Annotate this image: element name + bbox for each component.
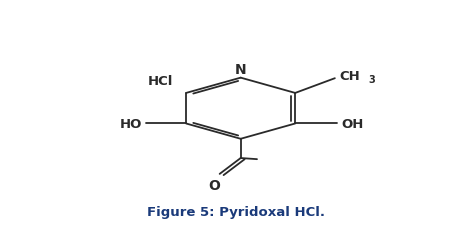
- Text: CH: CH: [339, 70, 360, 83]
- Text: HCl: HCl: [148, 75, 173, 88]
- Text: 3: 3: [369, 75, 375, 85]
- Text: O: O: [208, 178, 220, 192]
- Text: Figure 5: Pyridoxal HCl.: Figure 5: Pyridoxal HCl.: [147, 205, 325, 218]
- Text: N: N: [235, 63, 246, 76]
- Text: OH: OH: [342, 118, 364, 131]
- Text: HO: HO: [119, 118, 142, 131]
